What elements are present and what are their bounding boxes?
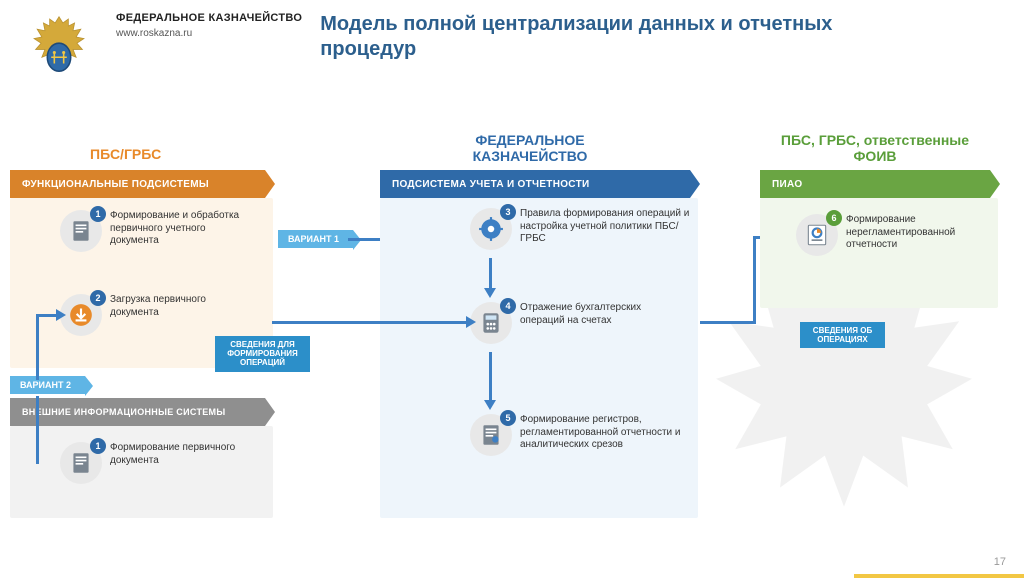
chart-icon: 6	[796, 214, 838, 256]
calculator-icon: 4	[470, 302, 512, 344]
step-4-text: Отражение бухгалтерских операций на счет…	[520, 302, 665, 327]
variant-1-tag: ВАРИАНТ 1	[278, 230, 353, 248]
arrow-right-icon	[466, 316, 476, 328]
step-badge: 1	[90, 206, 106, 222]
step-2-text: Загрузка первичного документа	[110, 294, 255, 319]
step-4: 4 Отражение бухгалтерских операций на сч…	[470, 302, 665, 344]
step-2: 2 Загрузка первичного документа	[60, 294, 255, 336]
step-5: 5 Формирование регистров, регламентирова…	[470, 414, 695, 456]
arrow-right-icon	[56, 309, 66, 321]
connector	[272, 321, 468, 324]
banner-mid: ПОДСИСТЕМА УЧЕТА И ОТЧЕТНОСТИ	[380, 170, 690, 198]
banner-vis: ВНЕШНИЕ ИНФОРМАЦИОННЫЕ СИСТЕМЫ	[10, 398, 265, 426]
connector	[700, 321, 755, 324]
flow-tag-2: СВЕДЕНИЯ ОБ ОПЕРАЦИЯХ	[800, 322, 885, 348]
org-name: ФЕДЕРАЛЬНОЕ КАЗНАЧЕЙСТВО	[116, 12, 302, 24]
step-badge: 4	[500, 298, 516, 314]
document-icon: 1	[60, 442, 102, 484]
connector	[36, 314, 39, 380]
download-icon: 2	[60, 294, 102, 336]
report-icon: 5	[470, 414, 512, 456]
variant-2-tag: ВАРИАНТ 2	[10, 376, 85, 394]
step-badge: 6	[826, 210, 842, 226]
footer-accent	[854, 574, 1024, 578]
step-badge: 3	[500, 204, 516, 220]
step-3-text: Правила формирования операций и настройк…	[520, 208, 690, 246]
ext-step-1: 1 Формирование первичного документа	[60, 442, 255, 484]
connector	[489, 258, 492, 288]
step-5-text: Формирование регистров, регламентированн…	[520, 414, 695, 452]
org-block: ФЕДЕРАЛЬНОЕ КАЗНАЧЕЙСТВО www.roskazna.ru	[116, 12, 302, 39]
connector	[36, 396, 39, 464]
connector	[489, 352, 492, 400]
col-left-title: ПБС/ГРБС	[90, 146, 161, 162]
page-title: Модель полной централизации данных и отч…	[320, 12, 880, 62]
arrow-down-icon	[484, 288, 496, 298]
org-url: www.roskazna.ru	[116, 28, 302, 39]
connector	[753, 236, 756, 324]
step-1: 1 Формирование и обработка первичного уч…	[60, 210, 255, 252]
banner-right: ПИАО	[760, 170, 990, 198]
page-number: 17	[994, 556, 1006, 568]
diagram-canvas: ПБС/ГРБС ФЕДЕРАЛЬНОЕ КАЗНАЧЕЙСТВО ПБС, Г…	[0, 98, 1024, 588]
ext-step-1-text: Формирование первичного документа	[110, 442, 255, 467]
flow-tag-1: СВЕДЕНИЯ ДЛЯ ФОРМИРОВАНИЯ ОПЕРАЦИЙ	[215, 336, 310, 372]
gear-icon: 3	[470, 208, 512, 250]
document-icon: 1	[60, 210, 102, 252]
step-3: 3 Правила формирования операций и настро…	[470, 208, 690, 250]
step-6-text: Формирование нерегламентированной отчетн…	[846, 214, 991, 252]
step-6: 6 Формирование нерегламентированной отче…	[796, 214, 991, 256]
connector	[36, 314, 58, 317]
step-badge: 5	[500, 410, 516, 426]
emblem-icon	[20, 12, 98, 90]
step-badge: 2	[90, 290, 106, 306]
step-1-text: Формирование и обработка первичного учет…	[110, 210, 255, 248]
col-mid-title: ФЕДЕРАЛЬНОЕ КАЗНАЧЕЙСТВО	[420, 132, 640, 164]
header: ФЕДЕРАЛЬНОЕ КАЗНАЧЕЙСТВО www.roskazna.ru…	[0, 0, 1024, 98]
col-right-title: ПБС, ГРБС, ответственные ФОИВ	[770, 132, 980, 164]
arrow-down-icon	[484, 400, 496, 410]
step-badge: 1	[90, 438, 106, 454]
banner-left: ФУНКЦИОНАЛЬНЫЕ ПОДСИСТЕМЫ	[10, 170, 265, 198]
